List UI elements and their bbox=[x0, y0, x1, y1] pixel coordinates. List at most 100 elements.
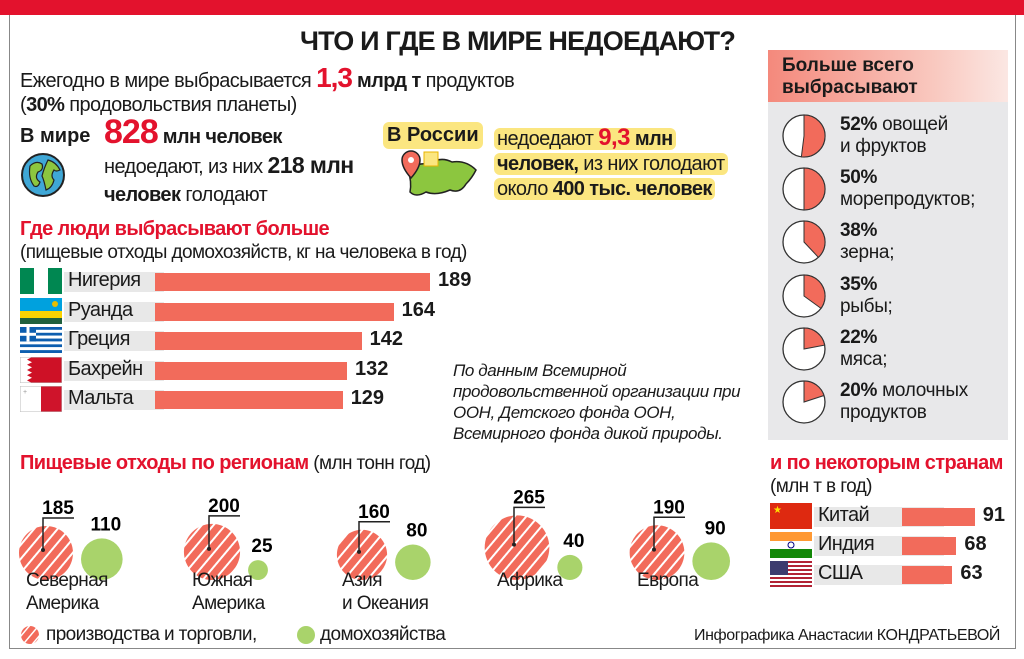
pie-chart bbox=[782, 167, 826, 211]
bar-value-label: 164 bbox=[401, 298, 435, 321]
countries-unit: (млн т в год) bbox=[770, 476, 872, 497]
household-subtitle: (пищевые отходы домохозяйств, кг на чело… bbox=[20, 242, 467, 263]
bar-category-label: Бахрейн bbox=[68, 357, 143, 380]
household-value-label: 80 bbox=[406, 520, 427, 541]
pie-chart bbox=[782, 327, 826, 371]
svg-text:★: ★ bbox=[773, 505, 782, 516]
pie-pct: 52% bbox=[840, 114, 878, 135]
credit: Инфографика Анастасии КОНДРАТЬЕВОЙ bbox=[694, 627, 1001, 644]
household-title: Где люди выбрасывают больше bbox=[20, 218, 330, 240]
region-label: Северная Америка bbox=[26, 569, 108, 615]
legend-household-swatch bbox=[297, 626, 315, 644]
regions-unit: (млн тонн год) bbox=[308, 453, 431, 474]
bar-row: Индия 68 bbox=[770, 532, 1024, 558]
bar bbox=[902, 508, 975, 526]
russia-line3-bold: 400 тыс. человек bbox=[552, 178, 713, 200]
household-bubble bbox=[557, 554, 583, 580]
pie-slice bbox=[803, 327, 826, 350]
production-value-label: 265 bbox=[513, 487, 545, 508]
flag-icon bbox=[770, 561, 812, 587]
bar-value-label: 68 bbox=[964, 533, 987, 555]
region-label-line: Европа bbox=[637, 570, 699, 591]
region-label: Южная Америка bbox=[192, 569, 265, 615]
flag-icon bbox=[770, 532, 812, 558]
bar-category-label: Нигерия bbox=[68, 269, 141, 291]
frame bbox=[9, 15, 1016, 649]
pie-text-1: овощей bbox=[877, 114, 948, 135]
leader-line bbox=[42, 517, 74, 551]
bar bbox=[155, 361, 348, 380]
bar bbox=[902, 566, 953, 584]
regions-title: Пищевые отходы по регионам bbox=[20, 452, 309, 474]
russia-line3: около bbox=[497, 178, 553, 200]
leader-line bbox=[653, 516, 685, 550]
production-bubble bbox=[484, 515, 550, 580]
pie-slice bbox=[803, 274, 826, 309]
production-value-label: 190 bbox=[653, 497, 685, 518]
household-value-label: 110 bbox=[90, 514, 121, 535]
bar-row: США 63 bbox=[770, 561, 1024, 587]
countries-title: и по некоторым странам bbox=[770, 452, 1003, 474]
world-line3-bold: человек bbox=[104, 184, 181, 206]
bar-row: + Мальта 129 bbox=[20, 386, 720, 412]
bar-value-label: 132 bbox=[355, 357, 389, 380]
pie-label: 35% рыбы; bbox=[840, 274, 893, 318]
russia-line2-bold: человек, bbox=[497, 153, 579, 175]
leader-line bbox=[358, 521, 390, 552]
legend-production-swatch bbox=[21, 626, 39, 644]
world-line3: голодают bbox=[180, 184, 268, 206]
pie-chart bbox=[782, 114, 826, 158]
pie-chart bbox=[782, 220, 826, 265]
leader-dot bbox=[41, 548, 45, 553]
leader-line bbox=[513, 506, 545, 545]
flag-icon: ★ bbox=[770, 503, 812, 529]
svg-text:+: + bbox=[23, 389, 27, 396]
pie-slice bbox=[803, 380, 825, 403]
pie-text-2: продуктов bbox=[840, 402, 927, 423]
pie-pct: 38% bbox=[840, 220, 878, 242]
russia-line1: недоедают bbox=[497, 128, 599, 150]
russia-unit: млн bbox=[629, 128, 673, 150]
leader-dot bbox=[357, 549, 361, 554]
pie-slice bbox=[803, 220, 826, 259]
bar-value-label: 63 bbox=[960, 562, 983, 584]
most-wasted-title-2: выбрасывают bbox=[782, 77, 918, 98]
bar-value-label: 129 bbox=[350, 387, 385, 409]
most-wasted-header bbox=[768, 50, 1008, 102]
flag-icon bbox=[20, 297, 62, 324]
world-label: В мире bbox=[20, 125, 91, 147]
region-label: Азия и Океания bbox=[342, 569, 429, 615]
household-bubble bbox=[395, 544, 431, 580]
pie-pct: 20% bbox=[840, 380, 878, 401]
world-hungry: 218 млн bbox=[267, 152, 355, 178]
bar-category-label: Руанда bbox=[68, 298, 133, 321]
bar-category-label: Мальта bbox=[68, 387, 134, 409]
leader-line bbox=[208, 515, 240, 549]
flag-icon bbox=[20, 356, 62, 383]
region-label-line: Африка bbox=[497, 570, 563, 591]
bar-value-label: 91 bbox=[982, 504, 1006, 526]
regions-bubble-chart: 185 110 200 25 160 80 265 40 190 90 bbox=[19, 487, 731, 580]
source-note: По данным Всемирной продовольственной ор… bbox=[453, 361, 741, 443]
intro: Ежегодно в мире выбрасывается 1,3 млрд т… bbox=[20, 64, 515, 117]
pie-label: 50% морепродуктов; bbox=[840, 167, 975, 211]
bar-row: Греция 142 bbox=[20, 327, 720, 353]
production-bubble bbox=[19, 526, 73, 580]
pie-text-1: молочных bbox=[877, 380, 968, 401]
production-bubble bbox=[629, 525, 685, 580]
russia-stats: недоедают 9,3 млн человек, из них голода… bbox=[494, 125, 728, 202]
region-label-line: Азия bbox=[342, 570, 382, 591]
bar-value-label: 189 bbox=[437, 269, 472, 291]
regions-heading: Пищевые отходы по регионам (млн тонн год… bbox=[20, 452, 431, 475]
pie-chart bbox=[782, 273, 826, 318]
pie-slice bbox=[803, 167, 826, 211]
bar-category-label: США bbox=[818, 562, 863, 584]
pie-text-2: морепродуктов; bbox=[840, 189, 976, 211]
region-label-line: и Океания bbox=[342, 593, 429, 614]
pie-label: 22% мяса; bbox=[840, 327, 888, 371]
russia-map-icon bbox=[401, 150, 477, 196]
intro-line2: продовольствия планеты) bbox=[64, 94, 297, 116]
russia-line2: из них голодают bbox=[578, 153, 725, 175]
pie-pct: 50% bbox=[840, 167, 878, 189]
household-value-label: 25 bbox=[251, 536, 273, 557]
